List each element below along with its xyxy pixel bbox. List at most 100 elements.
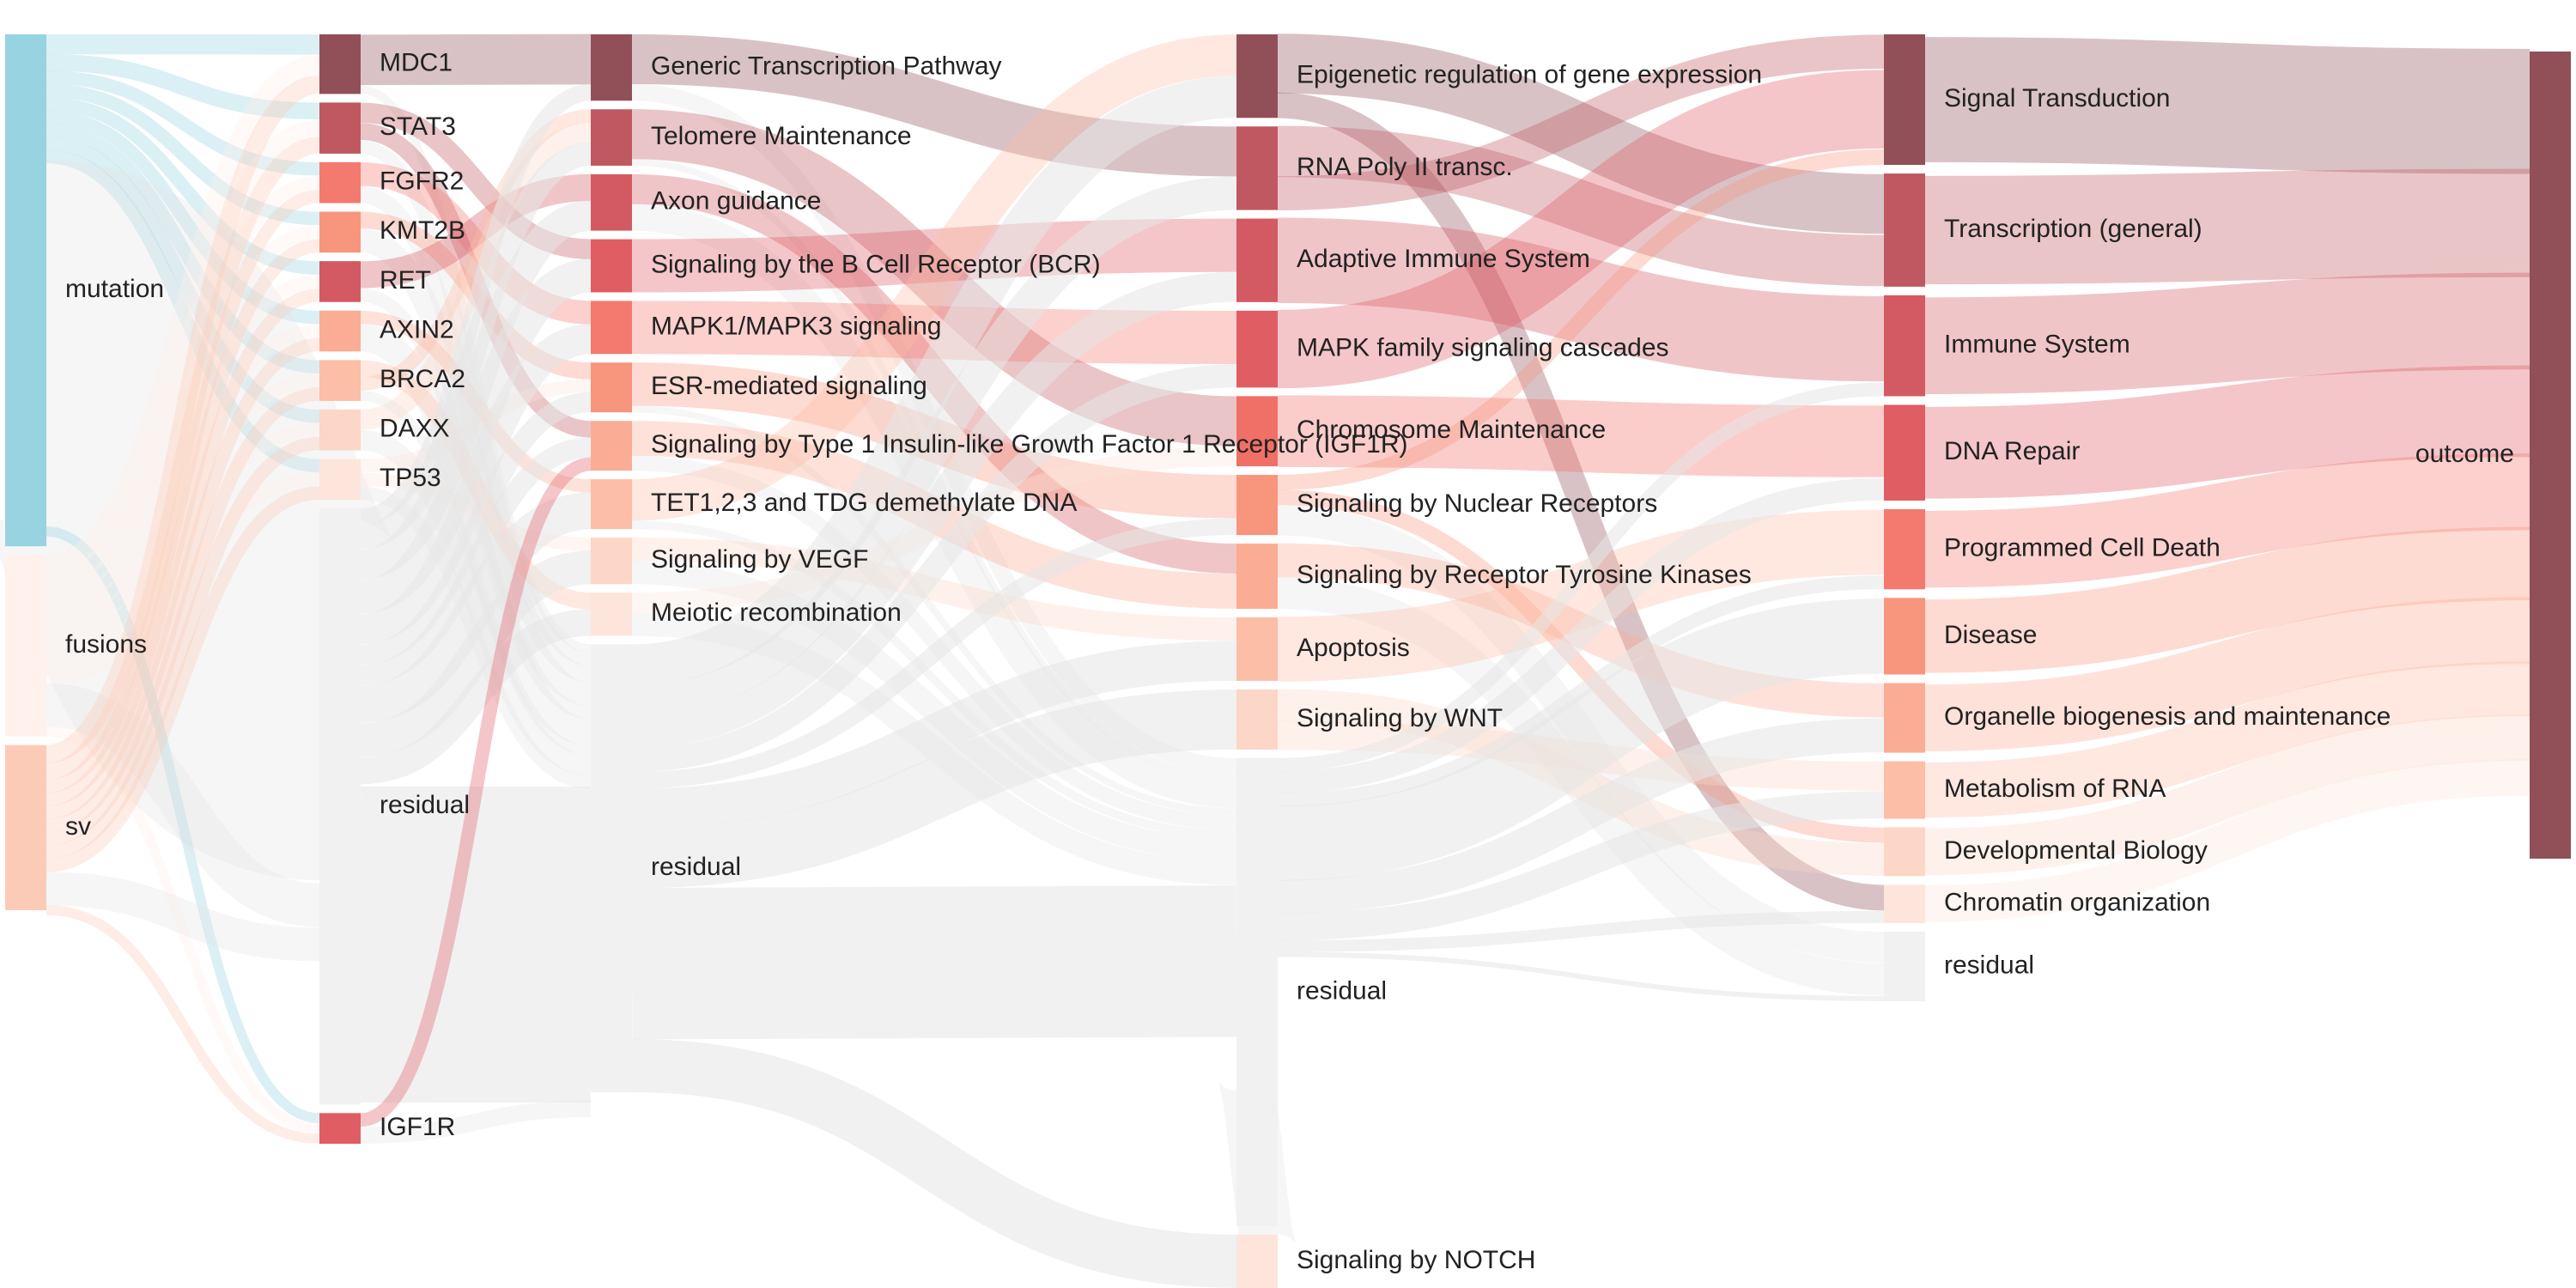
link-dnarep-to-outcome [1924,365,2530,499]
link-rtk-to-residual4 [1277,576,1885,996]
node-label-mapk13: MAPK1/MAPK3 signaling [651,312,942,340]
node-label-mutation: mutation [65,275,164,303]
node-label-sigtrans: Signal Transduction [1944,84,2171,112]
link-residual1-to-bcr [359,258,592,614]
link-fusions-to-BRCA2 [46,374,320,658]
link-residual2-to-wnt [631,690,1237,889]
link-transc-to-outcome [1924,168,2530,285]
link-mutation-to-FGFR2 [46,70,320,176]
node-label-rtk: Signaling by Receptor Tyrosine Kinases [1297,561,1752,589]
link-residual2-to-nucrec [631,518,1237,789]
link-vegf-to-apop [631,538,1237,641]
link-devbio-to-outcome [1924,714,2530,876]
node-DAXX [319,409,361,451]
link-mapk13-to-mapkf [631,301,1237,364]
node-RET [319,261,361,302]
node-label-DAXX: DAXX [380,415,450,443]
link-sv-to-KMT2B [46,239,320,806]
link-RET-to-axon [360,173,592,289]
link-chrom-to-dnarep [1277,395,1885,477]
link-rnameta-to-outcome [1924,661,2530,818]
node-label-rnap2: RNA Poly II transc. [1297,153,1513,181]
node-wnt [1236,689,1278,750]
link-sv-to-STAT3 [46,137,320,781]
node-chrom [1236,396,1278,467]
link-tet-to-epi [631,34,1237,521]
node-label-epi: Epigenetic regulation of gene expression [1297,61,1762,89]
link-sv-to-RET [46,288,320,820]
node-label-devbio: Developmental Biology [1944,836,2208,865]
node-label-fusions: fusions [65,630,147,659]
node-AXIN2 [319,310,361,352]
node-rtk [1236,544,1278,609]
node-label-KMT2B: KMT2B [380,216,465,245]
link-mutation-to-IGF1R [46,526,320,1124]
link-BRCA2-to-telo [360,109,592,391]
node-label-notch: Signaling by NOTCH [1297,1246,1535,1274]
link-mutation-to-TP53 [46,149,320,473]
link-apop-to-pcd [1277,509,1885,682]
node-label-IGF1R: IGF1R [380,1113,455,1141]
link-epi-to-chromorg [1277,92,1885,911]
node-transc [1884,173,1925,287]
node-IGF1R [319,1113,361,1144]
node-residual1 [319,508,361,1105]
node-label-telo: Telomere Maintenance [651,122,912,150]
link-IGF1R-to-igf1r [360,457,592,1127]
node-label-mapkf: MAPK family signaling cascades [1297,334,1669,362]
node-label-BRCA2: BRCA2 [380,365,465,393]
node-devbio [1884,827,1925,877]
link-immune-to-outcome [1924,272,2530,395]
link-nucrec-to-sigtrans [1277,149,1885,490]
node-KMT2B [319,211,361,253]
link-sv-to-DAXX [46,436,320,860]
node-chromorg [1884,884,1925,923]
node-label-organelle: Organelle biogenesis and maintenance [1944,702,2391,731]
link-fusions-to-residual1 [45,683,321,927]
link-residual1-to-esr [360,392,592,665]
node-label-sv: sv [65,812,91,841]
node-label-bcr: Signaling by the B Cell Receptor (BCR) [651,250,1101,278]
node-label-AXIN2: AXIN2 [380,315,454,343]
node-organelle [1884,683,1925,753]
node-label-ais: Adaptive Immune System [1297,245,1590,273]
node-disease [1884,598,1925,675]
node-label-residual4: residual [1944,951,2034,979]
node-residual2 [591,644,632,1092]
link-residual3-to-residual4 [1277,951,1885,1001]
link-epi-to-transc [1277,33,1885,234]
node-TP53 [319,459,361,501]
node-FGFR2 [319,161,361,204]
link-vegf-to-residual3 [631,561,1237,862]
node-label-meiotic: Meiotic recombination [651,598,902,627]
link-organelle-to-outcome [1924,597,2530,751]
node-mapkf [1236,310,1278,388]
node-MDC1 [319,34,361,94]
node-fusions [5,555,46,737]
link-mutation-to-DAXX [46,137,320,423]
links-layer [0,33,2530,1288]
node-label-MDC1: MDC1 [380,49,453,77]
node-label-residual2: residual [651,853,741,881]
link-residual2-to-residual3 [631,885,1237,1040]
node-apop [1236,617,1278,681]
node-meiotic [591,592,632,636]
link-esr-to-residual3 [631,405,1237,816]
node-label-chromorg: Chromatin organization [1944,889,2210,917]
node-dnarep [1884,404,1925,501]
node-label-wnt: Signaling by WNT [1297,704,1503,732]
node-label-igf1r: Signaling by Type 1 Insulin-like Growth … [651,430,1407,459]
nodes-layer [5,34,2571,1288]
node-vegf [591,538,632,585]
link-sv-to-TP53 [46,486,320,872]
link-residual3-to-organelle [1277,718,1885,914]
link-fusions-to-KMT2B [46,225,320,618]
node-sigtrans [1884,34,1925,166]
node-ais [1236,218,1278,302]
node-tet [591,479,632,530]
node-label-rnameta: Metabolism of RNA [1944,775,2166,803]
node-label-tet: TET1,2,3 and TDG demethylate DNA [651,489,1077,517]
node-pcd [1884,509,1925,590]
link-residual1-to-mapk13 [359,324,592,645]
node-label-gtp: Generic Transcription Pathway [651,52,1002,81]
